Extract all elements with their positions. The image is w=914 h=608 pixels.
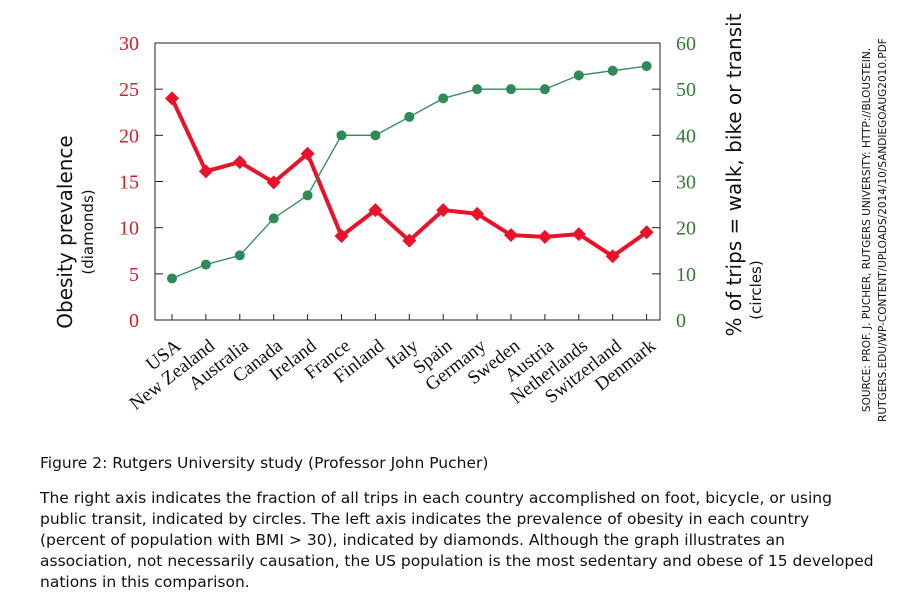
trips-circle-point	[539, 84, 550, 95]
source-line-2: RUTGERS.EDU/WP-CONTENT/UPLOADS/2014/10/S…	[877, 38, 889, 422]
trips-circle-point	[573, 70, 584, 81]
left-tick-label: 20	[119, 125, 139, 147]
trips-circle-point	[268, 213, 279, 224]
obesity-diamond-point	[165, 91, 179, 106]
plot-border	[154, 42, 661, 321]
series-layer	[165, 61, 654, 284]
trips-circle-point	[302, 190, 313, 201]
trips-circle-point	[438, 93, 449, 104]
left-tick-label: 0	[129, 310, 139, 332]
right-tick-label: 0	[676, 310, 686, 332]
right-axis-sublabel: (circles)	[747, 260, 765, 319]
trips-circle-point	[370, 130, 381, 141]
trips-circle-point	[607, 65, 618, 76]
right-tick-label: 50	[676, 79, 696, 101]
left-axis-ticks: 0 5 10 15 20 25 30	[119, 33, 163, 332]
obesity-diamond-point	[368, 203, 383, 218]
right-axis-ticks: 0 10 20 30 40 50 60	[652, 33, 696, 332]
trips-circle-point	[506, 84, 516, 95]
trips-circle-point	[641, 61, 652, 72]
plot-frame	[154, 42, 661, 321]
obesity-diamond-point	[266, 175, 281, 190]
right-tick-label: 40	[676, 125, 696, 147]
left-tick-label: 15	[119, 172, 139, 194]
right-tick-label: 60	[676, 33, 696, 55]
left-tick-label: 25	[119, 79, 139, 101]
obesity-diamond-point	[605, 249, 620, 264]
obesity-diamond-point	[402, 233, 417, 248]
right-tick-label: 30	[676, 172, 696, 194]
right-tick-label: 10	[676, 264, 696, 286]
left-tick-label: 10	[119, 218, 139, 240]
trips-circle-point	[404, 111, 415, 122]
obesity-diamond-point	[504, 228, 518, 243]
obesity-diamond-point	[639, 225, 654, 240]
figure-caption: Figure 2: Rutgers University study (Prof…	[40, 454, 489, 472]
left-axis-sublabel: (diamonds)	[79, 189, 97, 274]
left-axis-label: Obesity prevalence	[53, 135, 77, 328]
trips-circle-point	[200, 259, 211, 270]
figure-description: The right axis indicates the fraction of…	[40, 489, 874, 591]
right-tick-label: 20	[676, 218, 696, 240]
obesity-diamond-point	[537, 229, 552, 244]
left-tick-label: 5	[129, 264, 139, 286]
right-axis-label: % of trips = walk, bike or transit	[722, 13, 746, 336]
obesity-diamond-point	[300, 146, 315, 161]
obesity-diamond-point	[436, 203, 451, 218]
obesity-diamond-point	[334, 228, 349, 243]
trips-circle-point	[472, 84, 483, 95]
trips-circle-point	[167, 273, 177, 284]
obesity-diamond-point	[470, 206, 485, 221]
obesity-diamond-point	[232, 155, 247, 170]
obesity-diamond-point	[198, 164, 213, 179]
trips-circle-point	[336, 130, 347, 141]
source-line-1: SOURCE: PROF. J. PUCHER, RUTGERS UNIVERS…	[861, 48, 873, 412]
trips-circle-point	[234, 250, 245, 261]
left-tick-label: 30	[119, 33, 139, 55]
obesity-diamond-point	[571, 227, 586, 242]
